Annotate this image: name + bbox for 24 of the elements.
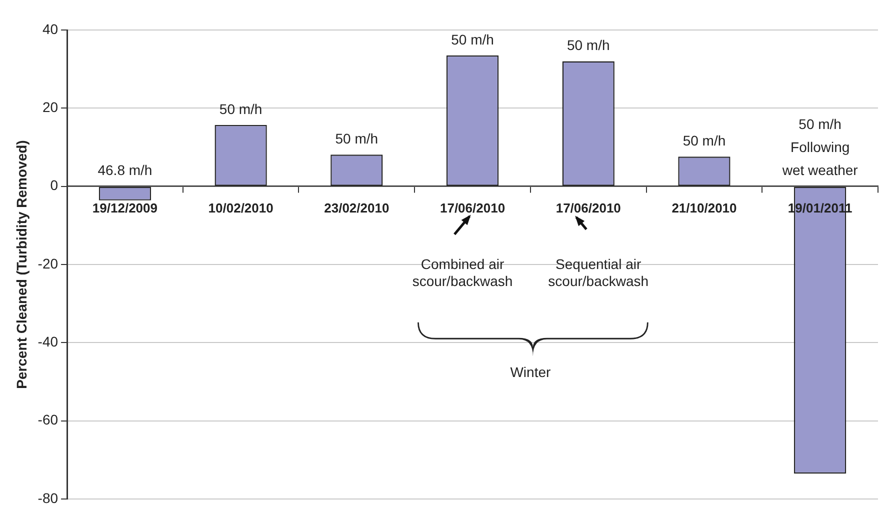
annotation: Winter — [510, 364, 551, 382]
annotation: 50 m/h — [566, 37, 610, 54]
annotation: 50 m/h — [335, 130, 378, 147]
y-tick-label: 40 — [42, 20, 58, 37]
x-tick-label: 17/06/2010 — [440, 200, 506, 216]
y-tick-label: -60 — [38, 412, 58, 428]
y-tick-label: 0 — [50, 177, 58, 194]
y-tick-label: -20 — [38, 255, 58, 272]
annotation: 50 m/h — [219, 100, 262, 117]
y-tick-label: -40 — [38, 334, 58, 350]
x-tick-label: 17/06/2010 — [556, 200, 621, 216]
x-tick-label: 19/12/2009 — [92, 200, 158, 216]
annotation: 50 m/h — [682, 132, 726, 148]
annotation: 46.8 m/h — [98, 162, 152, 178]
annotation: 50 m/h Following wet weather — [781, 116, 858, 178]
x-tick-label: 23/02/2010 — [324, 200, 390, 216]
y-tick-label: 20 — [42, 99, 58, 116]
annotation: Sequential air scour/backwash — [548, 256, 649, 290]
x-tick-label: 21/10/2010 — [672, 200, 737, 216]
x-tick-label: 10/02/2010 — [208, 200, 274, 216]
y-axis-title: Percent Cleaned (Turbidity Removed) — [13, 140, 30, 389]
annotation: Combined air scour/backwash — [412, 256, 513, 290]
y-tick-label: -80 — [38, 490, 58, 506]
annotation: 50 m/h — [451, 31, 494, 48]
